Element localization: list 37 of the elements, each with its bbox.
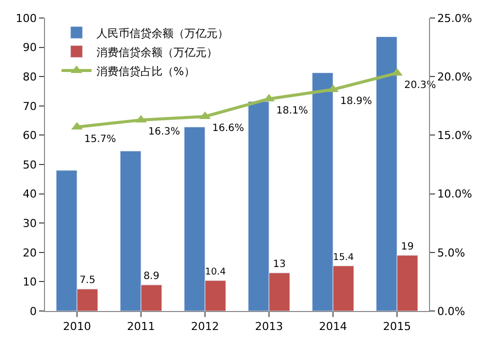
data-label: 10.4 <box>205 266 226 278</box>
data-label: 16.6% <box>212 123 244 134</box>
y-tick-label: 20 <box>22 246 37 260</box>
y-tick-label: 70 <box>22 100 37 113</box>
y2-tick-label: 20.0% <box>437 70 472 84</box>
y2-tick-label: 10.0% <box>437 188 472 201</box>
legend-label: 消费信贷余额（万亿元） <box>96 46 218 59</box>
y-tick-label: 10 <box>22 276 37 289</box>
data-label: 15.7% <box>84 134 116 145</box>
y-tick-label: 0 <box>30 304 37 318</box>
legend-label: 消费信贷占比（%） <box>96 64 195 78</box>
data-label: 18.9% <box>340 96 372 108</box>
x-tick-label: 2011 <box>127 320 155 334</box>
y-tick-label: 50 <box>22 158 37 172</box>
x-tick-label: 2015 <box>383 320 411 334</box>
y2-tick-label: 5.0% <box>437 246 466 260</box>
data-label: 13 <box>273 258 286 270</box>
x-tick-label: 2010 <box>63 320 91 334</box>
y2-tick-label: 15.0% <box>437 129 472 142</box>
data-label: 16.3% <box>148 126 180 138</box>
data-label: 19 <box>401 241 414 252</box>
legend-label: 人民币信贷余额（万亿元） <box>96 26 229 40</box>
y-tick-label: 60 <box>22 129 37 142</box>
data-label: 8.9 <box>143 270 160 282</box>
y2-tick-label: 0.0% <box>437 304 466 318</box>
x-tick-label: 2012 <box>191 320 219 334</box>
x-tick-label: 2014 <box>319 320 347 334</box>
data-label: 18.1% <box>276 106 308 117</box>
y-tick-label: 80 <box>22 70 37 84</box>
y2-tick-label: 25.0% <box>437 12 472 25</box>
y-tick-label: 90 <box>22 41 37 54</box>
x-tick-label: 2013 <box>255 320 283 334</box>
data-label: 15.4 <box>333 252 354 264</box>
data-label: 7.5 <box>79 275 96 286</box>
y-tick-label: 100 <box>16 12 37 25</box>
y-tick-label: 40 <box>22 188 37 201</box>
y-tick-label: 30 <box>22 216 37 230</box>
